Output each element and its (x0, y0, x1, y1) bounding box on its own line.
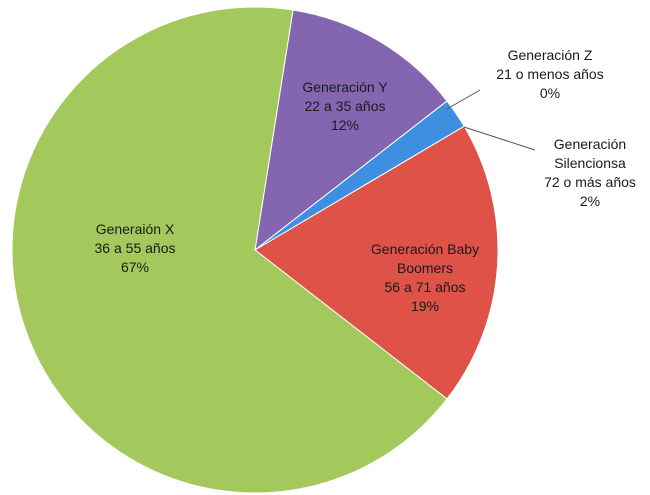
label-line: 21 o menos años (496, 66, 604, 82)
label-line: 19% (410, 298, 440, 314)
label-line: 2% (579, 193, 601, 209)
label-line: 22 a 35 años (304, 98, 386, 114)
label-line: 36 a 55 años (94, 240, 176, 256)
label-line: Generación Baby Boomers (370, 241, 480, 276)
leader-line (463, 126, 536, 151)
data-label: Generación Y 22 a 35 años 12% (290, 78, 400, 135)
pie-slice (11, 6, 448, 494)
data-label: Generación Silencionsa 72 o más años 2% (530, 135, 650, 211)
label-line: 0% (539, 85, 561, 101)
data-label: Generación Baby Boomers 56 a 71 años 19% (345, 240, 505, 316)
label-line: Generación Silencionsa (553, 136, 627, 171)
label-line: Generación Y (302, 79, 388, 95)
label-line: Generación Z (507, 47, 593, 63)
label-line: Generaión X (95, 221, 175, 237)
pie-slice (254, 125, 499, 400)
leader-line (446, 89, 481, 110)
label-line: 12% (330, 117, 360, 133)
label-line: 56 a 71 años (384, 279, 466, 295)
pie-slice (254, 9, 448, 252)
data-label: Generaión X 36 a 55 años 67% (65, 220, 205, 277)
data-label: Generación Z 21 o menos años 0% (480, 46, 620, 103)
label-line: 67% (120, 259, 150, 275)
label-line: 72 o más años (544, 174, 636, 190)
